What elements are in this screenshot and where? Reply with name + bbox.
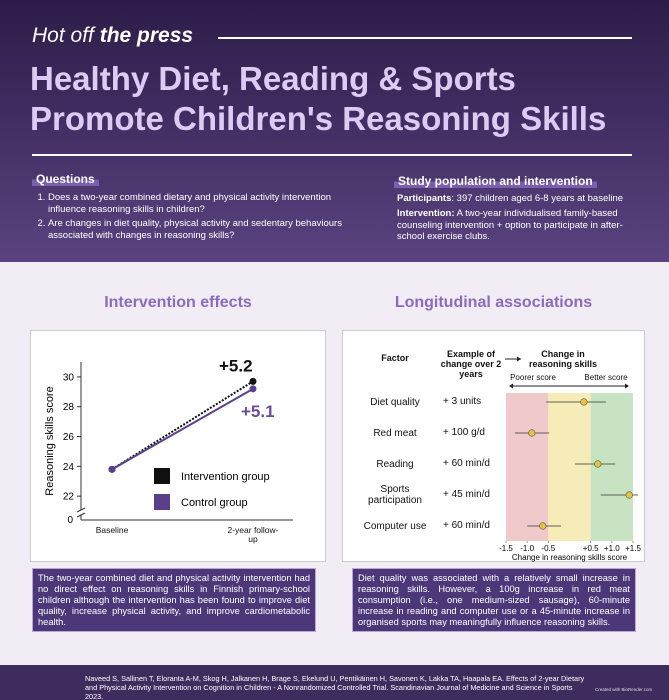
series-line bbox=[111, 387, 254, 471]
direction-label: Better score bbox=[584, 373, 628, 382]
axis-break bbox=[76, 507, 86, 513]
legend-label: Control group bbox=[181, 497, 248, 509]
x-tick-label: -1.0 bbox=[520, 544, 534, 553]
example-label: + 60 min/d bbox=[443, 458, 490, 469]
x-tick-label: -1.5 bbox=[499, 544, 513, 553]
chart-svg: 0 22 24 26 28 30 Reasoning skills score Interve… bbox=[44, 356, 293, 526]
header: Factor bbox=[381, 353, 409, 363]
study-heading: Study population and intervention bbox=[394, 174, 597, 188]
header: Example of change over 2 years bbox=[440, 349, 502, 379]
kicker-text: Hot off bbox=[32, 24, 94, 47]
y-tick-label: 24 bbox=[63, 462, 75, 473]
question: Are changes in diet quality, physical ac… bbox=[48, 218, 352, 241]
y-tick-label: 30 bbox=[63, 372, 75, 383]
text: A two-year individualised family-based c… bbox=[397, 208, 623, 242]
footer: Naveed S, Sallinen T, Eloranta A-M, Skog… bbox=[0, 665, 669, 700]
x-tick-label: +1.5 bbox=[625, 544, 641, 553]
summary: Diet quality was associated with a relat… bbox=[352, 568, 636, 632]
section-title: Longitudinal associations bbox=[394, 294, 593, 311]
legend-swatch bbox=[154, 494, 170, 510]
legend-label: Intervention group bbox=[181, 471, 270, 483]
series-line bbox=[111, 380, 254, 471]
point bbox=[249, 377, 257, 385]
point bbox=[249, 385, 257, 393]
x-tick-label: +0.5 bbox=[583, 544, 599, 553]
x-tick-label: -0.5 bbox=[541, 544, 555, 553]
zone bbox=[506, 393, 549, 541]
question: Does a two-year combined dietary and phy… bbox=[48, 192, 352, 215]
questions: Does a two-year combined dietary and phy… bbox=[32, 192, 352, 244]
example-label: + 45 min/d bbox=[443, 489, 490, 500]
annotation: +5.1 bbox=[241, 402, 275, 421]
rule bbox=[218, 37, 632, 39]
example-label: + 100 g/d bbox=[443, 427, 485, 438]
arrowhead bbox=[625, 383, 629, 389]
axis-break bbox=[76, 512, 86, 518]
credit: Created with BioRender.com bbox=[595, 687, 653, 692]
rule bbox=[32, 154, 632, 156]
section-title: Intervention effects bbox=[104, 294, 252, 311]
citation: Naveed S, Sallinen T, Eloranta A-M, Skog… bbox=[85, 674, 585, 700]
kicker-bold: the press bbox=[99, 24, 194, 47]
arrowhead bbox=[509, 383, 513, 389]
example-label: + 60 min/d bbox=[443, 520, 490, 531]
x-tick-label: +1.0 bbox=[604, 544, 620, 553]
y-tick-label: 26 bbox=[63, 432, 75, 443]
summary: The two-year combined diet and physical … bbox=[32, 568, 316, 632]
label: Intervention: bbox=[397, 208, 455, 219]
y-tick-label: 28 bbox=[63, 402, 75, 413]
questions-heading: Questions bbox=[32, 172, 99, 186]
title-line: Healthy Diet, Reading & Sports bbox=[30, 60, 516, 97]
estimate bbox=[539, 522, 547, 530]
label: Participants bbox=[397, 193, 452, 204]
forest-chart: -1.5 -1.0 -0.5 +0.5 +1.0 +1.5 Change in reason… bbox=[342, 330, 645, 562]
y-break-label: 0 bbox=[67, 515, 73, 526]
factor-label: Red meat bbox=[373, 427, 417, 439]
arrowhead bbox=[517, 356, 521, 362]
question-list: Does a two-year combined dietary and phy… bbox=[32, 192, 352, 241]
x-axis-label: Change in reasoning skills score bbox=[512, 553, 628, 562]
estimate bbox=[528, 429, 536, 437]
line-chart: 0 22 24 26 28 30 Reasoning skills score Interve… bbox=[30, 330, 326, 562]
intervention: Intervention: A two-year individualised … bbox=[397, 208, 637, 243]
kicker: Hot off the press bbox=[32, 24, 193, 48]
y-tick-label: 22 bbox=[63, 492, 75, 503]
header: Change in reasoning skills bbox=[528, 349, 598, 369]
y-axis-label: Reasoning skills score bbox=[44, 386, 56, 495]
annotation: +5.2 bbox=[219, 356, 253, 375]
zone bbox=[548, 393, 591, 541]
direction-label: Poorer score bbox=[510, 373, 556, 382]
factor-label: Reading bbox=[376, 458, 414, 470]
factor-label: Computer use bbox=[363, 520, 427, 532]
estimate bbox=[594, 460, 602, 468]
x-tick-label: Baseline bbox=[95, 525, 129, 535]
participants: Participants: 397 children aged 6-8 year… bbox=[397, 193, 637, 205]
x-tick-label: 2-year follow-up bbox=[227, 525, 279, 544]
point bbox=[108, 465, 116, 473]
factor-label: Diet quality bbox=[370, 396, 420, 408]
legend-swatch bbox=[154, 468, 170, 484]
estimate bbox=[580, 398, 588, 406]
estimate bbox=[625, 491, 633, 499]
header: Hot off the press Healthy Diet, Reading … bbox=[0, 0, 669, 262]
factor-label: Sports participation bbox=[368, 484, 422, 506]
title-line: Promote Children's Reasoning Skills bbox=[30, 100, 607, 137]
text: : 397 children aged 6-8 years at baselin… bbox=[451, 193, 624, 204]
example-label: + 3 units bbox=[443, 396, 482, 407]
